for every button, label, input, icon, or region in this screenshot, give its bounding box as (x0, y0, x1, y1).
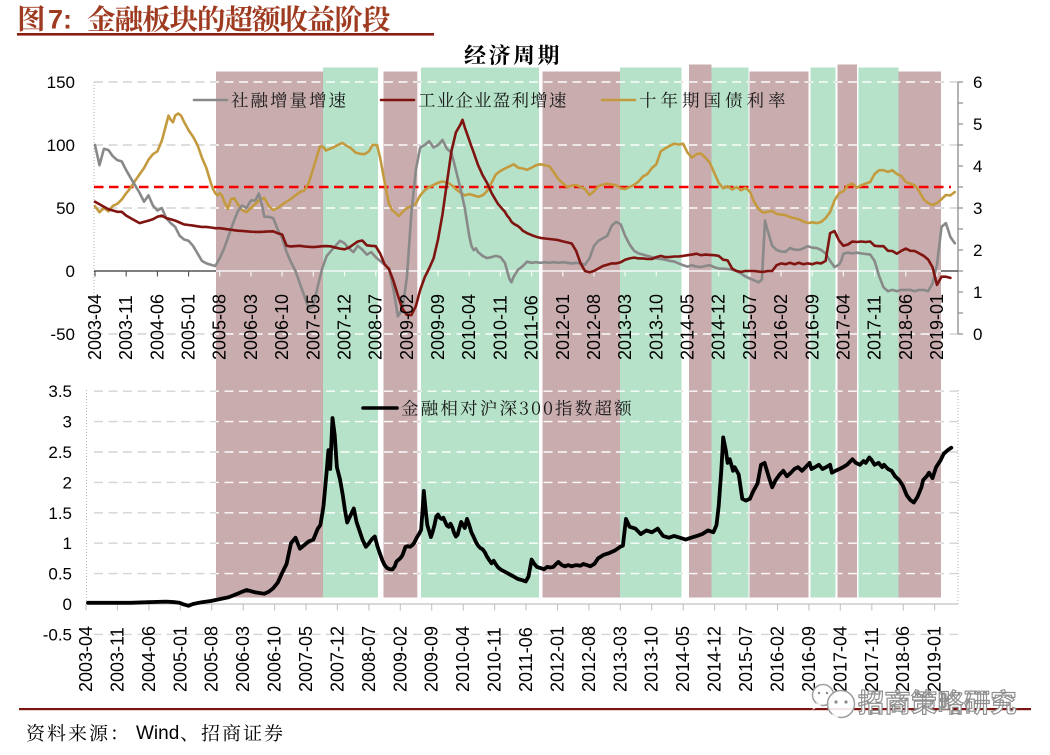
svg-text:2008-07: 2008-07 (366, 294, 386, 360)
svg-text:2013-10: 2013-10 (646, 294, 666, 360)
svg-text:2003-04: 2003-04 (76, 626, 96, 692)
svg-text:2004-06: 2004-06 (139, 626, 159, 692)
svg-text:2012-08: 2012-08 (584, 294, 604, 360)
svg-text:2003-11: 2003-11 (107, 627, 127, 692)
svg-text:0: 0 (973, 325, 982, 344)
svg-text:2006-03: 2006-03 (241, 294, 261, 360)
svg-text:0: 0 (66, 262, 75, 281)
svg-text:2011-06: 2011-06 (522, 295, 542, 360)
svg-text:2012-01: 2012-01 (553, 294, 573, 360)
svg-text:2003-04: 2003-04 (85, 294, 105, 360)
svg-text:2010-11: 2010-11 (490, 295, 510, 360)
svg-text:2.5: 2.5 (48, 443, 72, 462)
svg-text:2013-03: 2013-03 (610, 626, 630, 692)
svg-text:2011-06: 2011-06 (516, 627, 536, 692)
svg-text:2004-06: 2004-06 (147, 294, 167, 360)
svg-text:2017-11: 2017-11 (862, 627, 882, 692)
svg-text:2006-10: 2006-10 (272, 294, 292, 360)
svg-text:50: 50 (56, 199, 75, 218)
svg-text:1: 1 (63, 534, 72, 553)
svg-text:2: 2 (63, 473, 72, 492)
svg-text:3: 3 (973, 199, 982, 218)
svg-text:2007-05: 2007-05 (303, 294, 323, 360)
svg-text:3.5: 3.5 (48, 382, 72, 401)
svg-text:2012-01: 2012-01 (548, 626, 568, 692)
svg-text:2013-03: 2013-03 (615, 294, 635, 360)
svg-text:2005-01: 2005-01 (179, 294, 199, 360)
svg-text:1.5: 1.5 (48, 504, 72, 523)
svg-text:2005-01: 2005-01 (170, 626, 190, 692)
svg-text:2014-12: 2014-12 (709, 294, 729, 360)
svg-text:2005-08: 2005-08 (202, 626, 222, 692)
svg-text:2014-12: 2014-12 (705, 626, 725, 692)
svg-text:2017-04: 2017-04 (830, 626, 850, 692)
svg-text:3: 3 (63, 413, 72, 432)
svg-text:0.5: 0.5 (48, 565, 72, 584)
svg-text:2005-08: 2005-08 (210, 294, 230, 360)
svg-text:2017-04: 2017-04 (833, 294, 853, 360)
svg-text:100: 100 (47, 136, 75, 155)
svg-text:2: 2 (973, 241, 982, 260)
svg-text:2009-02: 2009-02 (397, 294, 417, 360)
svg-text:2017-11: 2017-11 (865, 295, 885, 360)
svg-text:2018-06: 2018-06 (893, 626, 913, 692)
svg-text:2010-11: 2010-11 (485, 627, 505, 692)
svg-text:2019-01: 2019-01 (927, 294, 947, 360)
svg-text:2010-04: 2010-04 (453, 626, 473, 692)
svg-text:2014-05: 2014-05 (673, 626, 693, 692)
svg-text:2015-07: 2015-07 (736, 626, 756, 692)
svg-text:2007-05: 2007-05 (296, 626, 316, 692)
svg-text:2009-09: 2009-09 (428, 294, 448, 360)
svg-text:2007-12: 2007-12 (327, 626, 347, 692)
svg-text:Wind: Wind (136, 723, 179, 744)
svg-text:4: 4 (973, 157, 982, 176)
svg-text:2016-09: 2016-09 (802, 294, 822, 360)
svg-text:2010-04: 2010-04 (459, 294, 479, 360)
svg-text:6: 6 (973, 73, 982, 92)
svg-text:2019-01: 2019-01 (925, 626, 945, 692)
svg-text:2016-02: 2016-02 (768, 626, 788, 692)
svg-text:1: 1 (973, 283, 982, 302)
svg-text:2014-05: 2014-05 (678, 294, 698, 360)
svg-text:2009-09: 2009-09 (422, 626, 442, 692)
svg-text:2013-10: 2013-10 (642, 626, 662, 692)
svg-text:2006-03: 2006-03 (233, 626, 253, 692)
svg-text:2006-10: 2006-10 (265, 626, 285, 692)
svg-text:150: 150 (47, 73, 75, 92)
svg-text:2016-02: 2016-02 (771, 294, 791, 360)
svg-text:2007-12: 2007-12 (335, 294, 355, 360)
svg-text:5: 5 (973, 115, 982, 134)
svg-text:-50: -50 (50, 325, 75, 344)
svg-text:2012-08: 2012-08 (579, 626, 599, 692)
svg-text:0: 0 (63, 595, 72, 614)
svg-text:7:: 7: (48, 5, 72, 35)
svg-text:2015-07: 2015-07 (740, 294, 760, 360)
svg-text:2008-07: 2008-07 (359, 626, 379, 692)
svg-text:2009-02: 2009-02 (390, 626, 410, 692)
svg-text:2003-11: 2003-11 (116, 295, 136, 360)
svg-text:2018-06: 2018-06 (896, 294, 916, 360)
svg-text:2016-09: 2016-09 (799, 626, 819, 692)
svg-text:-0.5: -0.5 (43, 625, 72, 644)
